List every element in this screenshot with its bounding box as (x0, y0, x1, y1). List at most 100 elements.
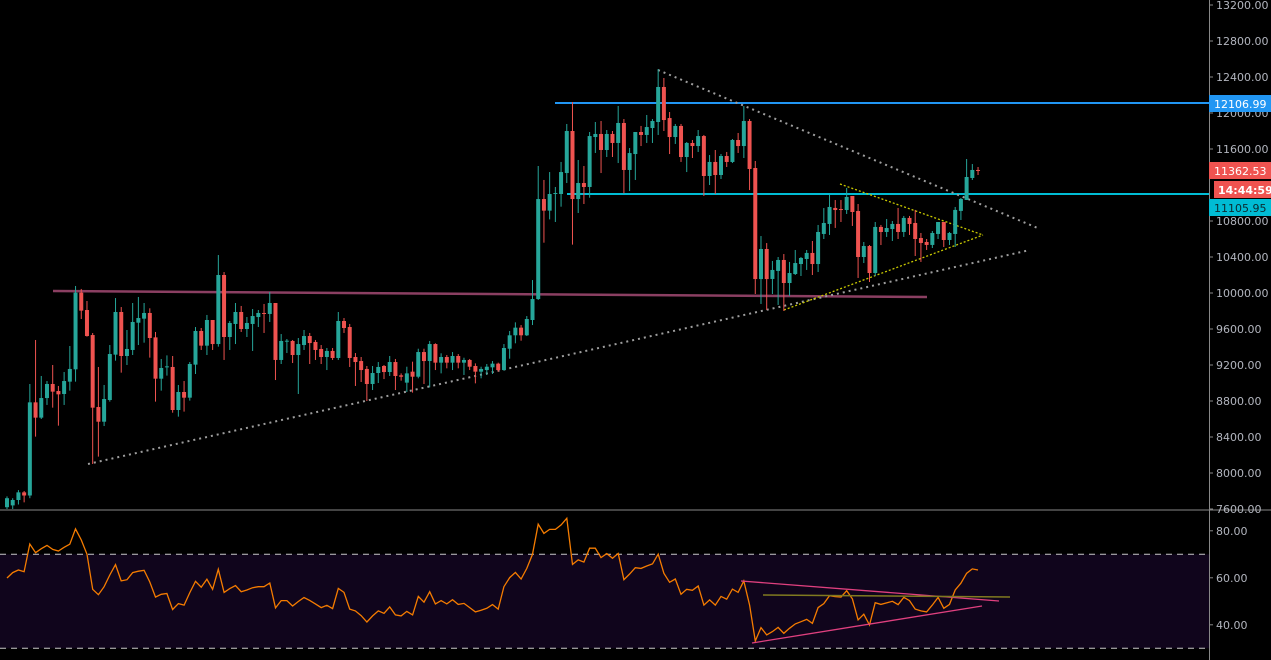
candle (958, 197, 963, 221)
candle (810, 240, 815, 275)
candle-body (376, 366, 381, 374)
candle (393, 358, 398, 391)
candle-body (764, 248, 769, 280)
candle (878, 224, 883, 246)
candle (901, 215, 906, 237)
candle (461, 357, 466, 375)
candle (559, 161, 564, 207)
candle (273, 302, 278, 381)
candle-body (279, 340, 284, 360)
candle-body (233, 311, 238, 324)
candle (719, 154, 723, 179)
candle (833, 200, 838, 228)
candle (79, 288, 84, 320)
candle (541, 179, 546, 243)
candle-body (644, 127, 649, 135)
countdown-text: 14:44:59 (1218, 184, 1271, 197)
candle (513, 322, 518, 344)
rsi-axis[interactable]: 80.00 60.00 40.00 (1209, 525, 1248, 632)
candle-body (593, 133, 598, 138)
candle (433, 343, 438, 371)
price-axis[interactable]: 13200.0012800.0012400.0012000.0011600.00… (1209, 0, 1269, 516)
candle (650, 119, 655, 143)
candle (947, 231, 952, 246)
candle (73, 285, 78, 382)
candle-body (964, 176, 969, 200)
candle (953, 206, 958, 248)
candle-body (142, 312, 147, 319)
candle (776, 257, 781, 305)
candle-body (136, 318, 141, 323)
price-tick-label: 9200.00 (1216, 359, 1262, 372)
candle (307, 332, 312, 365)
candle (119, 307, 124, 373)
candle (890, 221, 895, 241)
candle-body (147, 312, 152, 338)
pennant-upper-line[interactable] (839, 183, 984, 236)
candle (222, 272, 227, 360)
candle (741, 105, 746, 158)
candle-body (62, 381, 67, 394)
candle (56, 385, 61, 426)
candle-body (461, 359, 466, 363)
bar-countdown-label: 14:44:59 (1214, 181, 1271, 198)
candle-body (439, 356, 444, 363)
candle-body (324, 350, 329, 357)
descending-trendline[interactable] (657, 69, 1041, 230)
candle (153, 331, 158, 402)
candle (467, 358, 472, 371)
candle (793, 249, 798, 275)
candle-body (250, 316, 255, 324)
candle-body (370, 373, 375, 384)
ascending-trendline[interactable] (87, 249, 1031, 465)
candle-body (913, 222, 918, 239)
price-tick-label: 9600.00 (1216, 323, 1262, 336)
candle (353, 353, 358, 386)
candle-body (96, 407, 101, 422)
candle (27, 383, 32, 499)
candle-body (724, 156, 729, 162)
candle-body (587, 136, 592, 187)
candle-body (164, 366, 169, 368)
candle (639, 125, 644, 147)
candle (758, 236, 763, 304)
rsi-upper-trendline[interactable] (740, 580, 1000, 602)
candle (610, 131, 615, 158)
candle (313, 339, 318, 360)
candle (656, 68, 661, 135)
candle-body (479, 368, 484, 372)
candle-body (747, 121, 752, 169)
rsi-lower-trendline[interactable] (751, 605, 983, 644)
candle-body (581, 183, 586, 187)
candle (673, 123, 678, 144)
candle-body (576, 183, 581, 200)
candle-body (182, 392, 187, 398)
candle (113, 298, 118, 361)
candle-body (524, 319, 529, 336)
candle (867, 245, 872, 283)
candle (821, 208, 826, 239)
candle (753, 160, 758, 294)
pennant-lower-line[interactable] (783, 234, 984, 311)
price-tick-label: 8800.00 (1216, 395, 1262, 408)
candle-body (896, 223, 901, 232)
candle-body (359, 361, 364, 371)
candle (496, 362, 501, 372)
candle-body (947, 232, 952, 240)
candle-body (16, 492, 21, 500)
candle-body (684, 142, 689, 158)
range-resistance-line[interactable] (52, 289, 928, 299)
candle (450, 352, 455, 371)
candle-body (873, 226, 878, 274)
candle (736, 132, 741, 153)
candle-body (941, 221, 946, 240)
candle (439, 353, 444, 374)
candle (399, 373, 404, 381)
candle (816, 224, 821, 273)
candle (593, 122, 598, 153)
price-tick-label: 12800.00 (1216, 35, 1269, 48)
candle-body (364, 368, 369, 384)
candle-body (804, 252, 809, 259)
rsi-horizontal-level[interactable] (762, 594, 1011, 598)
